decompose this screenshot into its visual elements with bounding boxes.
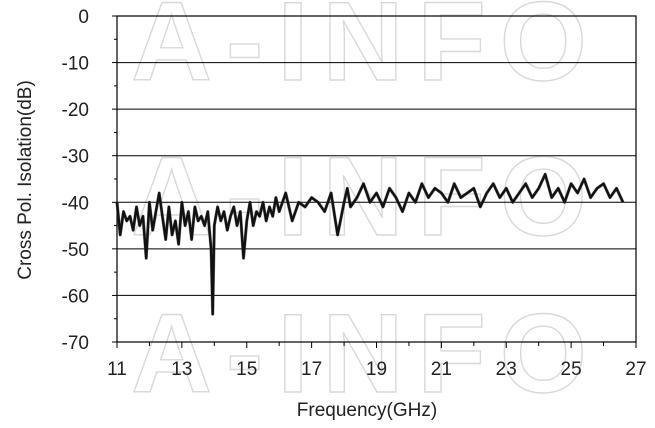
x-tick-label: 11 — [107, 359, 127, 380]
x-tick-label: 23 — [496, 359, 517, 380]
series-layer — [115, 172, 625, 316]
x-axis: 11 13 15 17 19 21 23 25 27 — [107, 342, 647, 380]
y-tick-label: 0 — [78, 7, 89, 28]
x-tick-label: 15 — [236, 359, 257, 380]
y-axis-title: Cross Pol. Isolation(dB) — [15, 80, 36, 280]
x-tick-label: 13 — [171, 359, 192, 380]
x-tick-label: 17 — [301, 359, 322, 380]
x-tick-label: 19 — [366, 359, 387, 380]
series-line — [115, 173, 625, 316]
x-tick-label: 27 — [625, 359, 646, 380]
y-tick-label: -30 — [62, 147, 89, 168]
watermark-text-top: A-INFO — [131, 0, 601, 104]
x-tick-label: 21 — [431, 359, 452, 380]
y-tick-label: -60 — [62, 286, 89, 307]
y-tick-label: -70 — [62, 333, 89, 354]
y-tick-label: -50 — [62, 240, 89, 261]
x-tick-label: 25 — [561, 359, 582, 380]
x-axis-title: Frequency(GHz) — [297, 400, 437, 421]
y-axis: 0 -10 -20 -30 -40 -50 -60 -70 — [62, 7, 117, 354]
y-tick-label: -10 — [62, 54, 89, 75]
watermark-text-bottom: A-INFO — [131, 291, 601, 416]
y-tick-label: -40 — [62, 193, 89, 214]
y-tick-label: -20 — [62, 100, 89, 121]
